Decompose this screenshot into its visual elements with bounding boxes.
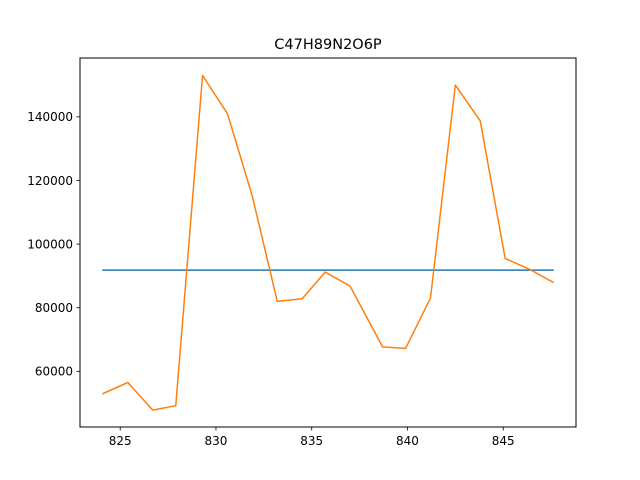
plot-area	[101, 74, 555, 411]
y-tick-label: 60000	[35, 365, 73, 379]
x-tick-label: 845	[492, 434, 515, 448]
x-tick-label: 835	[300, 434, 323, 448]
series-line-2	[101, 74, 555, 411]
y-tick-label: 120000	[27, 174, 73, 188]
y-tick-label: 140000	[27, 110, 73, 124]
axes: 825 830 835 840 845 60000 80000 100000 120000 140…	[27, 110, 514, 448]
x-tick-label: 825	[109, 434, 132, 448]
axes-frame	[79, 57, 577, 428]
chart-title: C47H89N2O6P	[274, 37, 382, 53]
y-tick-label: 80000	[35, 301, 73, 315]
x-tick-label: 830	[205, 434, 228, 448]
x-tick-label: 840	[396, 434, 419, 448]
y-tick-label: 100000	[27, 237, 73, 251]
